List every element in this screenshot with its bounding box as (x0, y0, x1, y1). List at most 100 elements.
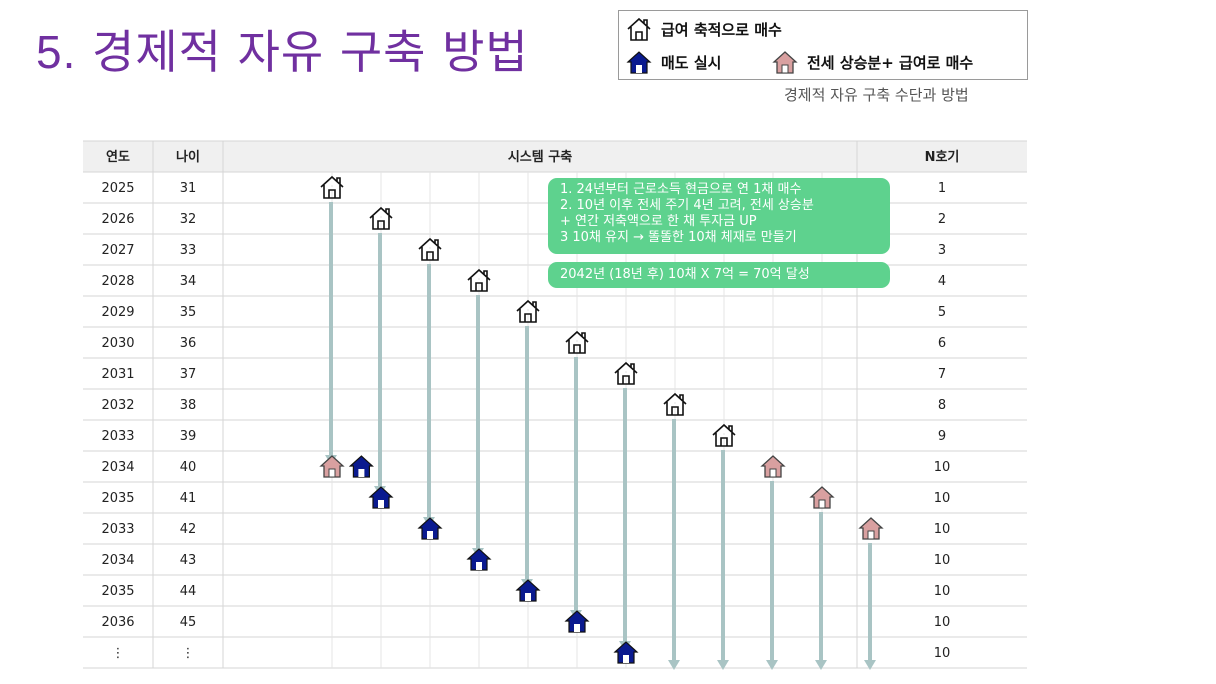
house-pink-icon (809, 486, 835, 509)
house-blue-icon (417, 517, 443, 540)
cell-year: 2030 (101, 336, 134, 351)
cell-n: 5 (938, 305, 946, 320)
legend-item-deposit: 전세 상승분+ 급여로 매수 (771, 49, 973, 75)
cell-age: 38 (180, 398, 197, 413)
cell-n: 10 (934, 646, 951, 661)
cell-age: 44 (180, 584, 197, 599)
cell-n: 10 (934, 615, 951, 630)
house-blue-icon (368, 486, 394, 509)
house-pink-icon (319, 455, 345, 478)
header-system: 시스템 구축 (508, 149, 572, 165)
plan-line-3: + 연간 저축액으로 한 채 투자금 UP (560, 214, 757, 229)
house-blue-icon (613, 641, 639, 664)
goal-text: 2042년 (18년 후) 10채 X 7억 = 70억 달성 (560, 267, 810, 282)
arrow-head (717, 660, 729, 670)
cell-year: 2034 (101, 460, 134, 475)
subtitle: 경제적 자유 구축 수단과 방법 (784, 86, 969, 104)
cell-age: 33 (180, 243, 197, 258)
house-outline-icon (663, 392, 687, 416)
header-year: 연도 (106, 150, 130, 165)
cell-age: 42 (180, 522, 197, 537)
house-outline-icon (712, 423, 736, 447)
cell-n: 10 (934, 553, 951, 568)
plan-note: 1. 24년부터 근로소득 현금으로 연 1채 매수 2. 10년 이후 전세 … (548, 178, 890, 254)
house-outline-icon (467, 268, 491, 292)
cell-age: 35 (180, 305, 197, 320)
house-outline-icon (369, 206, 393, 230)
cell-age: 41 (180, 491, 197, 506)
cell-n: 2 (938, 212, 946, 227)
cell-year: 2033 (101, 429, 134, 444)
plan-line-2: 2. 10년 이후 전세 주기 4년 고려, 전세 상승분 (560, 198, 814, 213)
arrow-head (864, 660, 876, 670)
cell-n: 6 (938, 336, 946, 351)
arrow-head (668, 660, 680, 670)
cell-n: 10 (934, 491, 951, 506)
arrow-head (815, 660, 827, 670)
legend-deposit-label: 전세 상승분+ 급여로 매수 (807, 53, 974, 72)
cell-year: 2026 (101, 212, 134, 227)
cell-age: 37 (180, 367, 197, 382)
cell-year: 2028 (101, 274, 134, 289)
house-outline-icon (565, 330, 589, 354)
arrow-head (766, 660, 778, 670)
goal-note: 2042년 (18년 후) 10채 X 7억 = 70억 달성 (548, 262, 890, 288)
cell-age: 32 (180, 212, 197, 227)
cell-n: 10 (934, 584, 951, 599)
house-outline-icon (516, 299, 540, 323)
cell-year: 2035 (101, 584, 134, 599)
cell-age: 40 (180, 460, 197, 475)
legend-item-sell: 매도 실시 (625, 49, 721, 75)
cell-age: 43 (180, 553, 197, 568)
house-blue-icon (348, 455, 374, 478)
cell-year: 2025 (101, 181, 134, 196)
house-pink-icon (772, 51, 798, 74)
cell-age: 36 (180, 336, 197, 351)
cell-year: 2034 (101, 553, 134, 568)
house-blue-icon (466, 548, 492, 571)
cell-age: 31 (180, 181, 197, 196)
table-header-bg (83, 141, 1027, 172)
cell-n: 9 (938, 429, 946, 444)
house-pink-icon (760, 455, 786, 478)
page-title: 5. 경제적 자유 구축 방법 (36, 16, 529, 82)
house-blue-icon (626, 51, 652, 74)
cell-age: 34 (180, 274, 197, 289)
house-pink-icon (858, 517, 884, 540)
title-text: 경제적 자유 구축 방법 (92, 25, 529, 79)
legend-item-salary: 급여 축적으로 매수 (625, 16, 782, 42)
cell-n: 4 (938, 274, 946, 289)
cell-n: 3 (938, 243, 946, 258)
house-outline-icon (614, 361, 638, 385)
cell-n: 1 (938, 181, 946, 196)
cell-n: 7 (938, 367, 946, 382)
cell-year: 2035 (101, 491, 134, 506)
house-outline-icon (418, 237, 442, 261)
cell-age: 39 (180, 429, 197, 444)
legend-salary-label: 급여 축적으로 매수 (661, 20, 782, 39)
cell-year: ⋮ (112, 646, 125, 661)
cell-n: 10 (934, 522, 951, 537)
house-outline-icon (320, 175, 344, 199)
house-outline-icon (627, 17, 651, 41)
legend: 급여 축적으로 매수 매도 실시 전세 상승분+ 급여로 매수 (618, 10, 1028, 80)
cell-year: 2031 (101, 367, 134, 382)
title-number: 5. (36, 26, 77, 78)
cell-year: 2029 (101, 305, 134, 320)
legend-sell-label: 매도 실시 (661, 53, 722, 72)
cell-n: 8 (938, 398, 946, 413)
house-blue-icon (564, 610, 590, 633)
cell-age: 45 (180, 615, 197, 630)
cell-year: 2032 (101, 398, 134, 413)
header-n: N호기 (925, 150, 960, 165)
cell-n: 10 (934, 460, 951, 475)
cell-age: ⋮ (182, 646, 195, 661)
plan-line-1: 1. 24년부터 근로소득 현금으로 연 1채 매수 (560, 182, 802, 197)
cell-year: 2036 (101, 615, 134, 630)
header-age: 나이 (176, 149, 200, 165)
plan-line-4: 3 10채 유지 → 똘똘한 10채 체재로 만들기 (560, 230, 797, 245)
house-blue-icon (515, 579, 541, 602)
cell-year: 2033 (101, 522, 134, 537)
cell-year: 2027 (101, 243, 134, 258)
